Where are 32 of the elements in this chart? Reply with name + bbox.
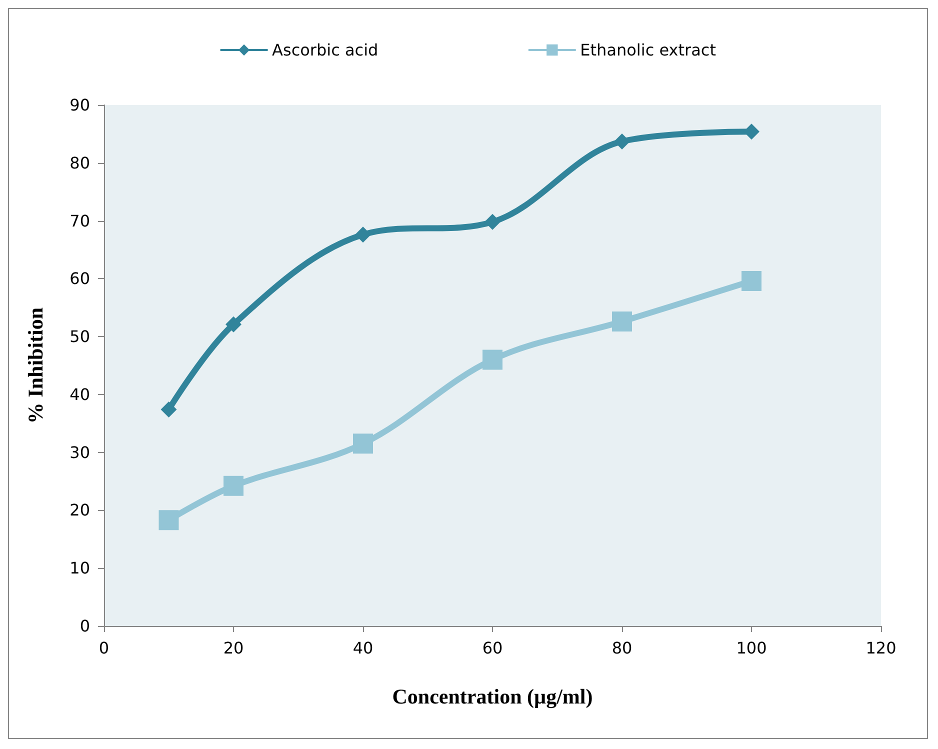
y-tick-label: 60 <box>70 269 90 288</box>
point <box>353 434 373 454</box>
legend-label: Ethanolic extract <box>580 40 716 60</box>
x-tick-label: 100 <box>736 638 767 658</box>
x-tick-label: 20 <box>223 638 244 658</box>
y-tick-label: 70 <box>70 211 90 230</box>
y-tick-label: 0 <box>80 616 90 636</box>
point <box>158 510 179 530</box>
x-axis-title: Concentration (µg/ml) <box>392 684 593 708</box>
y-tick-label: 50 <box>70 327 90 346</box>
x-tick-label: 40 <box>352 638 374 658</box>
y-tick-label: 20 <box>70 500 90 520</box>
y-tick-label: 10 <box>70 558 90 578</box>
y-tick-label: 90 <box>70 96 90 114</box>
x-tick-label: 60 <box>482 638 503 658</box>
point <box>355 226 371 243</box>
point <box>482 350 502 370</box>
y-tick-label: 80 <box>70 153 90 172</box>
point <box>742 270 762 291</box>
x-tick-label: 0 <box>98 638 110 658</box>
point <box>484 214 500 230</box>
point <box>612 312 632 332</box>
legend-label: Ascorbic acid <box>272 40 378 60</box>
x-tick-label: 120 <box>866 638 896 658</box>
y-axis-title: % Inhibition <box>24 307 48 424</box>
point <box>224 476 244 496</box>
y-tick-label: 40 <box>70 384 90 404</box>
point <box>160 401 177 418</box>
x-tick-label: 80 <box>612 638 632 658</box>
point <box>226 316 242 332</box>
point <box>614 133 630 150</box>
y-tick-label: 30 <box>70 442 90 462</box>
